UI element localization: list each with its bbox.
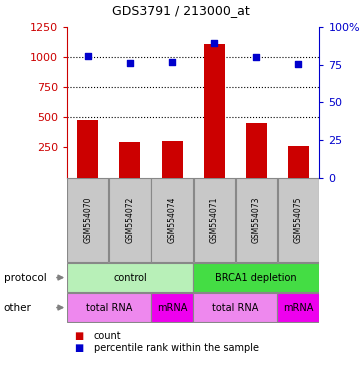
Text: percentile rank within the sample: percentile rank within the sample [94, 343, 259, 353]
Point [169, 60, 175, 66]
Point [296, 61, 301, 67]
Text: GSM554074: GSM554074 [168, 197, 177, 243]
Text: count: count [94, 331, 122, 341]
Bar [77, 120, 98, 177]
Text: GSM554071: GSM554071 [210, 197, 219, 243]
Bar [162, 141, 183, 177]
Text: GSM554072: GSM554072 [126, 197, 134, 243]
Point [127, 60, 133, 66]
FancyBboxPatch shape [193, 179, 235, 262]
Text: GDS3791 / 213000_at: GDS3791 / 213000_at [112, 4, 249, 17]
Point [253, 54, 259, 60]
Text: total RNA: total RNA [212, 303, 258, 313]
Point [85, 53, 91, 60]
Bar [204, 44, 225, 177]
Bar [246, 123, 267, 177]
Bar [288, 146, 309, 177]
Text: GSM554073: GSM554073 [252, 197, 261, 243]
Text: other: other [4, 303, 31, 313]
Text: ■: ■ [74, 331, 83, 341]
FancyBboxPatch shape [193, 263, 319, 292]
Text: mRNA: mRNA [283, 303, 314, 313]
Text: GSM554075: GSM554075 [294, 197, 303, 243]
FancyBboxPatch shape [236, 179, 277, 262]
Text: GSM554070: GSM554070 [83, 197, 92, 243]
FancyBboxPatch shape [67, 263, 193, 292]
FancyBboxPatch shape [193, 293, 277, 322]
FancyBboxPatch shape [151, 293, 193, 322]
Text: control: control [113, 273, 147, 283]
Bar [119, 142, 140, 177]
FancyBboxPatch shape [67, 179, 109, 262]
FancyBboxPatch shape [67, 293, 151, 322]
Text: BRCA1 depletion: BRCA1 depletion [216, 273, 297, 283]
Text: mRNA: mRNA [157, 303, 187, 313]
FancyBboxPatch shape [109, 179, 151, 262]
Text: ■: ■ [74, 343, 83, 353]
Text: protocol: protocol [4, 273, 46, 283]
Point [211, 40, 217, 46]
FancyBboxPatch shape [277, 293, 319, 322]
Text: total RNA: total RNA [86, 303, 132, 313]
FancyBboxPatch shape [152, 179, 193, 262]
FancyBboxPatch shape [278, 179, 319, 262]
